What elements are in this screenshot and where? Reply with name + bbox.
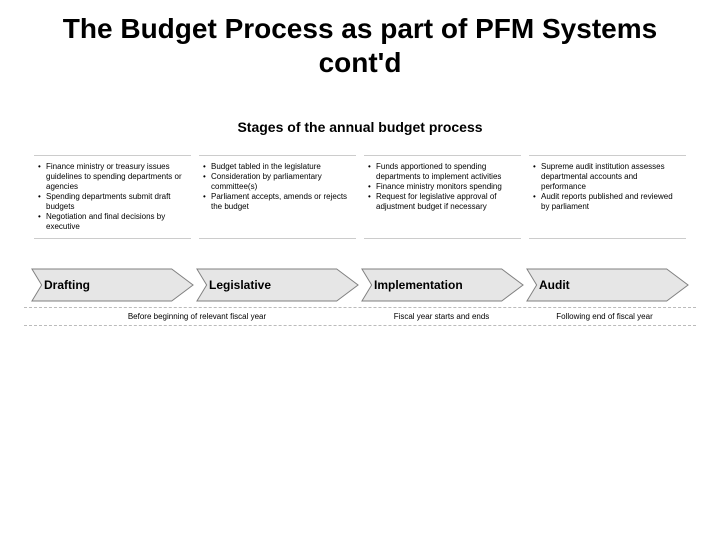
stage-col-drafting: Finance ministry or treasury issues guid… bbox=[34, 155, 191, 239]
arrow-label: Drafting bbox=[44, 278, 90, 292]
bullet: Spending departments submit draft budget… bbox=[38, 192, 187, 212]
bullet: Parliament accepts, amends or rejects th… bbox=[203, 192, 352, 212]
stage-col-audit: Supreme audit institution assesses depar… bbox=[529, 155, 686, 239]
bullet: Finance ministry monitors spending bbox=[368, 182, 517, 192]
bullet: Negotiation and final decisions by execu… bbox=[38, 212, 187, 232]
stage-col-legislative: Budget tabled in the legislature Conside… bbox=[199, 155, 356, 239]
timeline-row: Before beginning of relevant fiscal year… bbox=[24, 307, 696, 326]
stage-bullets: Budget tabled in the legislature Conside… bbox=[203, 162, 352, 212]
bullet: Finance ministry or treasury issues guid… bbox=[38, 162, 187, 192]
arrow-row: Drafting Legislative Implementation Audi… bbox=[24, 267, 696, 303]
stage-bullets: Finance ministry or treasury issues guid… bbox=[38, 162, 187, 232]
arrow-audit: Audit bbox=[525, 267, 690, 303]
stage-col-implementation: Funds apportioned to spending department… bbox=[364, 155, 521, 239]
arrow-legislative: Legislative bbox=[195, 267, 360, 303]
page-title: The Budget Process as part of PFM System… bbox=[24, 12, 696, 79]
arrow-implementation: Implementation bbox=[360, 267, 525, 303]
arrow-drafting: Drafting bbox=[30, 267, 195, 303]
bullet: Request for legislative approval of adju… bbox=[368, 192, 517, 212]
timeline-cell-after: Following end of fiscal year bbox=[523, 312, 686, 321]
bullet: Budget tabled in the legislature bbox=[203, 162, 352, 172]
stages-subtitle: Stages of the annual budget process bbox=[24, 119, 696, 135]
stage-bullets: Supreme audit institution assesses depar… bbox=[533, 162, 682, 212]
bullet: Consideration by parliamentary committee… bbox=[203, 172, 352, 192]
arrow-label: Audit bbox=[539, 278, 570, 292]
bullet: Supreme audit institution assesses depar… bbox=[533, 162, 682, 192]
timeline-cell-before: Before beginning of relevant fiscal year bbox=[34, 312, 360, 321]
stage-bullets: Funds apportioned to spending department… bbox=[368, 162, 517, 212]
bullet: Funds apportioned to spending department… bbox=[368, 162, 517, 182]
stages-row: Finance ministry or treasury issues guid… bbox=[24, 155, 696, 239]
arrow-label: Implementation bbox=[374, 278, 463, 292]
bullet: Audit reports published and reviewed by … bbox=[533, 192, 682, 212]
timeline-cell-during: Fiscal year starts and ends bbox=[360, 312, 523, 321]
arrow-label: Legislative bbox=[209, 278, 271, 292]
